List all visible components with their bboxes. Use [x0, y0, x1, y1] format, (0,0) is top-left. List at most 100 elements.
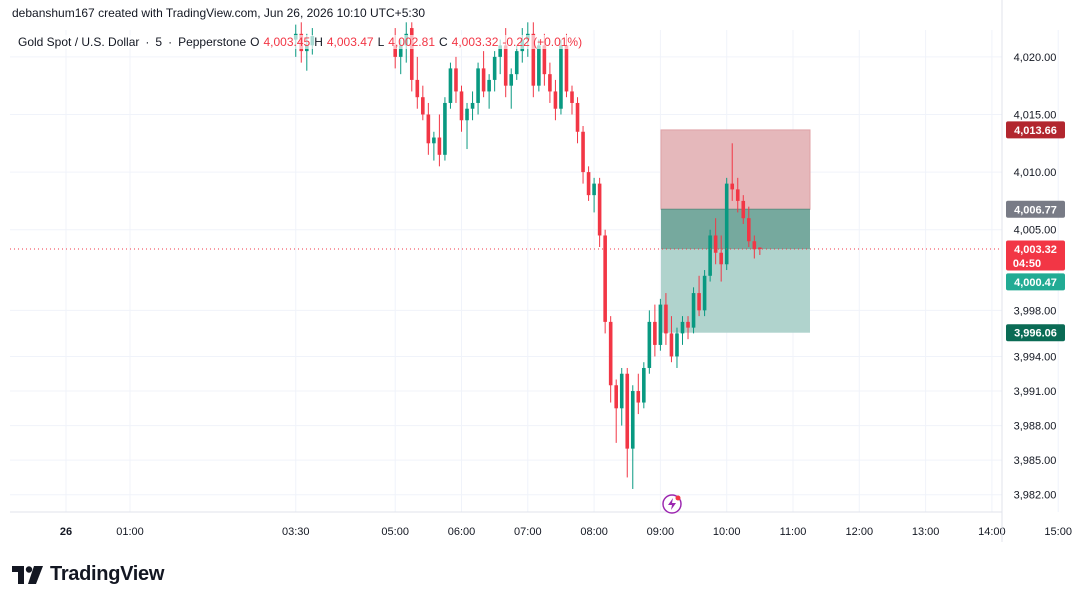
target-2-price-tag-text: 3,996.06: [1014, 328, 1057, 340]
stop-price-tag: [1006, 121, 1065, 139]
x-tick-label: 10:00: [713, 526, 741, 538]
candle-body: [564, 45, 569, 92]
stop-loss-zone: [660, 129, 811, 210]
x-tick-label: 07:00: [514, 526, 542, 538]
candle-body: [481, 68, 486, 92]
legend-close-label: C: [439, 35, 448, 49]
candle-body: [542, 45, 547, 75]
candle-body: [719, 252, 723, 265]
candle-body: [498, 45, 502, 57]
candle-body: [708, 235, 712, 276]
chart-attribution: debanshum167 created with TradingView.co…: [12, 6, 425, 20]
candle-body: [409, 28, 414, 80]
candle-body: [686, 321, 690, 328]
candle-body: [448, 68, 453, 103]
x-tick-label: 12:00: [846, 526, 874, 538]
y-tick-label: 4,010.00: [1014, 167, 1057, 179]
x-tick-label: 06:00: [448, 526, 476, 538]
candle-body: [443, 102, 447, 155]
legend-interval: 5: [155, 35, 163, 49]
candle-body: [669, 333, 674, 357]
x-tick-label: 26: [60, 526, 72, 538]
candle-body: [503, 45, 508, 86]
candle-body: [454, 68, 458, 92]
candle-body: [432, 137, 436, 144]
candle-body: [509, 74, 514, 86]
open-pnl-zone: [661, 209, 810, 250]
y-tick-label: 3,985.00: [1014, 455, 1057, 467]
y-tick-label: 3,998.00: [1014, 305, 1057, 317]
candle-body: [398, 45, 403, 57]
candle-body: [393, 45, 397, 57]
candle-body: [730, 183, 735, 190]
tradingview-logo-icon: [12, 565, 43, 584]
candle-body: [465, 108, 469, 121]
legend-open-label: O: [250, 35, 260, 49]
candle-body: [597, 183, 602, 236]
candle-body: [426, 114, 431, 144]
target-2-price-tag: [1006, 324, 1065, 342]
brand-name: TradingView: [50, 563, 165, 585]
candle-body: [514, 51, 519, 75]
candle-body: [713, 235, 718, 253]
x-tick-label: 05:00: [381, 526, 409, 538]
legend-high-label: H: [314, 35, 323, 49]
entry-price-tag-text: 4,006.77: [1014, 204, 1057, 216]
last-price-tag: [1006, 240, 1065, 271]
legend-close: 4,003.32: [451, 35, 499, 49]
y-tick-label: 3,994.00: [1014, 351, 1057, 363]
notification-dot-icon: [675, 495, 681, 501]
candle-body: [537, 45, 541, 86]
y-tick-label: 4,020.00: [1014, 52, 1057, 64]
candle-body: [642, 367, 646, 403]
candle-body: [697, 293, 701, 311]
legend-change: -0.22 (+0.01%): [502, 35, 583, 49]
position-zones[interactable]: [660, 129, 811, 333]
candle-body: [741, 200, 746, 219]
tradingview-brand[interactable]: TradingView: [12, 563, 164, 586]
lightning-bolt-icon: [668, 498, 676, 510]
candle-body: [586, 172, 591, 196]
candle-body: [421, 97, 425, 115]
stop-price-tag-text: 4,013.66: [1014, 125, 1057, 137]
x-tick-label: 01:00: [116, 526, 144, 538]
legend-open: 4,003.45: [263, 35, 311, 49]
y-tick-label: 3,991.00: [1014, 386, 1057, 398]
legend-low-label: L: [377, 35, 385, 49]
candle-body: [735, 189, 740, 201]
y-tick-label: 4,005.00: [1014, 225, 1057, 237]
candle-body: [647, 321, 652, 368]
candle-body: [752, 241, 757, 250]
candle-body: [658, 304, 663, 345]
legend-high: 4,003.47: [326, 35, 374, 49]
target-price-tag: [1006, 273, 1065, 291]
candle-body: [470, 102, 475, 109]
countdown-text: 04:50: [1013, 258, 1041, 270]
x-tick-label: 13:00: [912, 526, 940, 538]
candle-body: [691, 293, 696, 328]
chart-grid: [10, 30, 1059, 512]
entry-price-tag: [1006, 200, 1065, 218]
x-tick-label: 15:00: [1044, 526, 1072, 538]
legend-broker: Pepperstone: [178, 35, 247, 49]
candle-body: [664, 304, 668, 334]
candle-body: [570, 91, 574, 103]
candle-body: [548, 74, 552, 92]
legend-symbol: Gold Spot / U.S. Dollar: [18, 35, 140, 49]
candle-body: [758, 247, 762, 250]
chart-extras: [10, 248, 1002, 514]
candle-body: [625, 373, 630, 449]
x-tick-label: 09:00: [647, 526, 675, 538]
candle-body: [459, 91, 464, 121]
candle-body: [747, 218, 751, 242]
target-price-tag-text: 4,000.47: [1014, 277, 1057, 289]
candle-body: [724, 183, 729, 265]
candle-body: [575, 102, 580, 132]
x-tick-label: 11:00: [780, 526, 807, 538]
candle-body: [614, 385, 618, 409]
y-tick-label: 3,982.00: [1014, 490, 1057, 502]
candle-body: [553, 91, 558, 109]
symbol-legend[interactable]: Gold Spot / U.S. Dollar · 5 · Pepperston…: [18, 35, 583, 49]
candle-body: [702, 275, 707, 311]
